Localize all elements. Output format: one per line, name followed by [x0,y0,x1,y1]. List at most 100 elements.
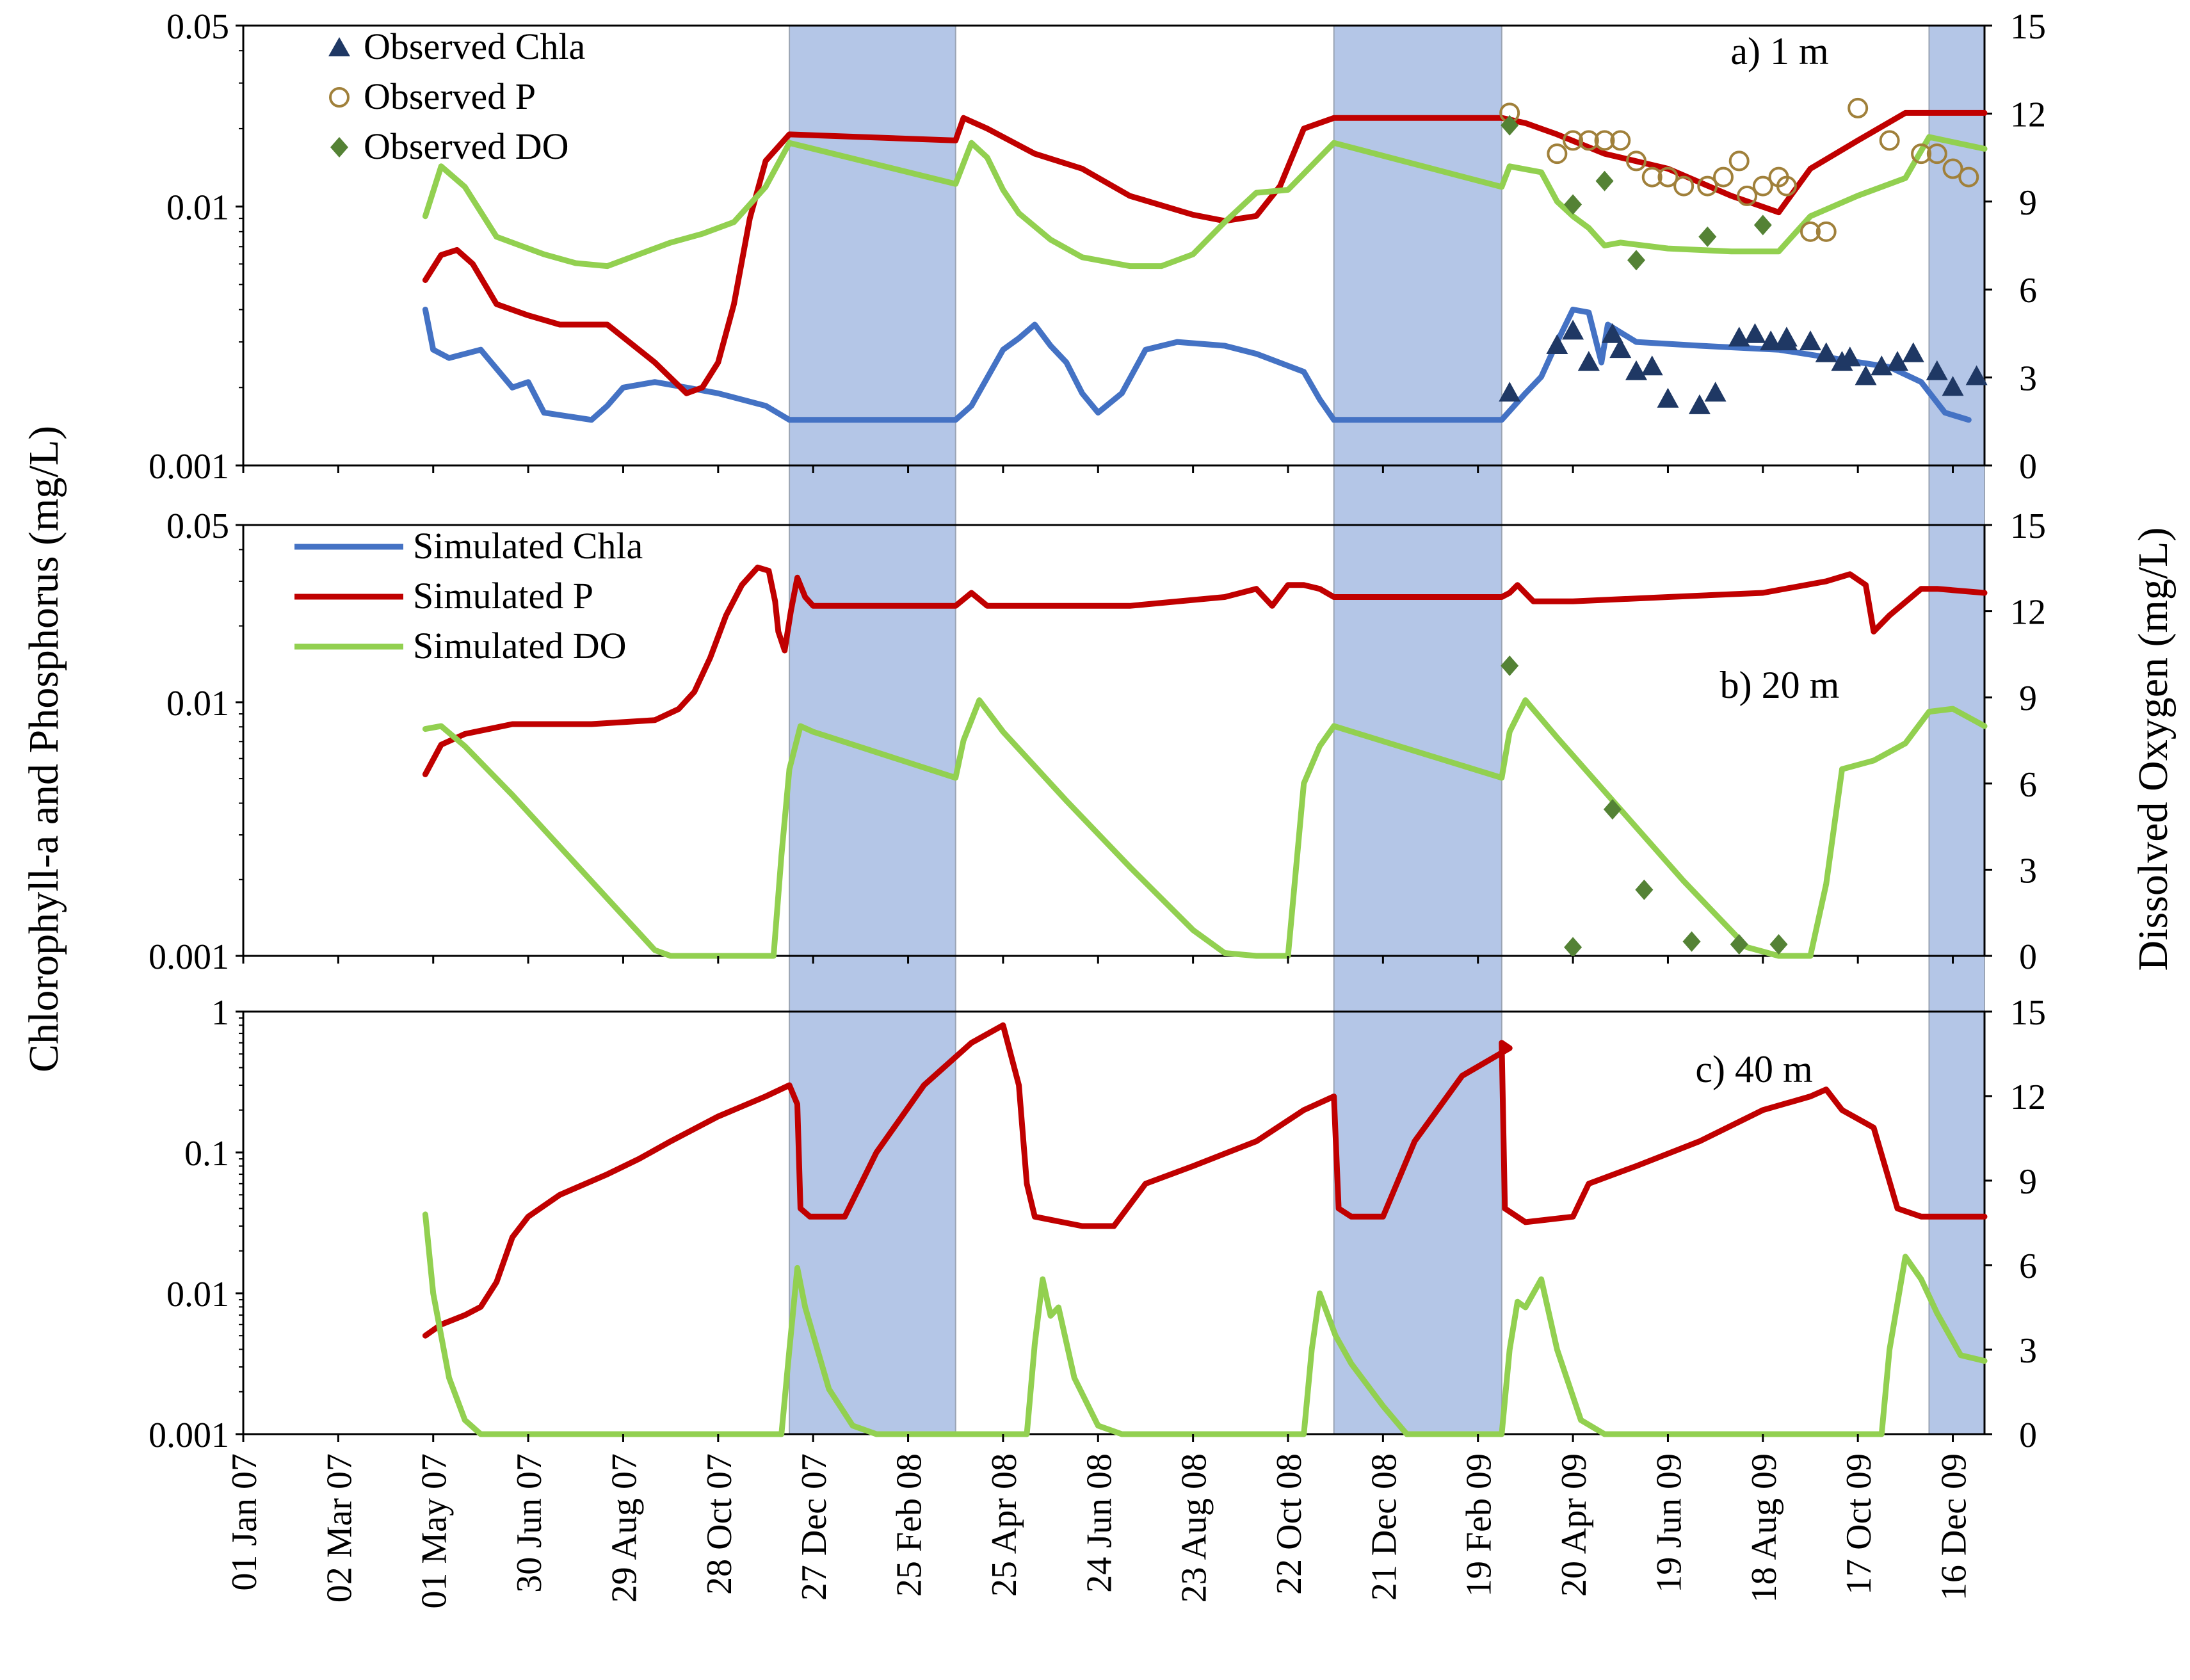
point-observed-chla [1800,330,1821,351]
x-tick-label: 25 Apr 08 [985,1453,1024,1597]
point-observed-p [1911,143,1932,165]
panel-label: a) 1 m [1730,30,1828,72]
point-observed-p [1547,143,1568,165]
legend-simulated-do-label: Simulated DO [413,625,626,666]
point-observed-chla [1704,382,1727,402]
legend-observed-do-label: Observed DO [364,125,569,167]
panel-2: 0.05 0.01 0.001 15 12 9 6 3 0 b) 20 m Simulated Ch… [149,506,2046,977]
y-right-tick-label: 15 [2010,7,2046,47]
legend-simulated-chla-label: Simulated Chla [413,525,643,567]
point-observed-p [1657,166,1679,188]
x-tick-label: 19 Feb 09 [1460,1453,1499,1597]
point-observed-chla [1625,360,1647,380]
legend-simulated-p-label: Simulated P [413,575,593,617]
point-observed-p [1641,166,1663,188]
y-left-tick-label: 0.01 [166,684,229,723]
x-tick-label: 30 Jun 07 [510,1453,549,1593]
point-observed-do [1753,214,1772,236]
y-left-tick-label: 0.001 [149,937,229,977]
chart-panels: 0.05 0.01 0.001 15 12 9 6 3 0 a) 1 m Observed Chla… [149,7,2046,1455]
point-observed-chla [1562,319,1584,340]
y-left-tick-label: 0.05 [166,506,229,546]
ice-period-1 [1333,25,1502,1435]
y-left-tick-label: 0.001 [149,447,229,487]
point-observed-do [1595,170,1614,191]
series-simulated-p [422,109,1988,396]
y-left-tick-label: 0.1 [184,1134,229,1174]
y-right-tick-label: 0 [2019,1416,2037,1455]
point-observed-chla [1546,334,1568,355]
series-simulated-p [422,1022,1988,1339]
y-right-tick-label: 3 [2019,1331,2037,1371]
panel-label: c) 40 m [1695,1048,1812,1090]
point-observed-p [1752,175,1773,197]
legend-observed-p-label: Observed P [364,76,536,117]
point-observed-do [1698,226,1717,247]
x-tick-label: 18 Aug 09 [1744,1453,1784,1603]
panel-3: 1 0.1 0.01 0.001 15 12 9 6 3 0 c) 40 m [149,993,2046,1455]
point-observed-chla [1728,327,1750,347]
x-tick-label: 27 Dec 07 [794,1453,834,1601]
legend-observed-p-marker [329,87,350,108]
y-left-tick-label: 1 [211,993,229,1033]
y-right-tick-label: 12 [2010,593,2046,633]
y-right-tick-label: 12 [2010,95,2046,134]
y-right-tick-label: 6 [2019,271,2037,311]
y-right-tick-label: 9 [2019,1162,2037,1202]
x-tick-label: 02 Mar 07 [319,1453,359,1603]
legend-observed-chla-marker [328,37,350,56]
y-right-tick-label: 12 [2010,1078,2046,1117]
x-tick-label: 01 Jan 07 [225,1453,264,1591]
point-observed-do [1564,194,1582,215]
x-tick-label: 17 Oct 09 [1839,1453,1879,1595]
series-simulated-chla [422,307,1972,423]
point-observed-chla [1775,330,1798,351]
axis-labels: Chlorophyll-a and Phosphorus (mg/L) Diss… [20,426,2177,1072]
series-simulated-do [422,134,1988,270]
point-observed-do [1603,799,1622,820]
y-right-tick-label: 0 [2019,937,2037,977]
point-observed-chla [1926,360,1948,380]
ice-period-2 [1928,25,1986,1435]
point-observed-do [1501,115,1519,136]
point-observed-do [1769,934,1788,955]
y-right-tick-label: 6 [2019,1247,2037,1286]
x-tick-label: 29 Aug 07 [604,1453,644,1603]
y-axis-right-label: Dissolved Oxygen (mg/L) [2130,528,2177,971]
y-left-tick-label: 0.001 [149,1416,229,1455]
point-observed-chla [1839,346,1861,367]
point-observed-p [1737,185,1758,206]
y-right-tick-label: 9 [2019,183,2037,223]
point-observed-p [1958,166,1979,188]
x-tick-label: 19 Jun 09 [1649,1453,1689,1593]
legend-observed-do-marker [330,137,348,158]
legend-observed-chla-label: Observed Chla [364,26,585,67]
y-right-tick-label: 15 [2010,506,2046,546]
x-tick-label: 28 Oct 07 [700,1453,739,1595]
point-observed-chla [1609,338,1632,359]
y-left-tick-label: 0.05 [166,7,229,47]
point-observed-chla [1942,376,1964,396]
point-observed-p [1776,175,1797,197]
point-observed-p [1728,150,1750,172]
x-tick-label: 20 Apr 09 [1554,1453,1594,1597]
point-observed-chla [1688,394,1711,414]
point-observed-chla [1577,351,1600,371]
y-axis-left-label: Chlorophyll-a and Phosphorus (mg/L) [20,426,67,1072]
point-observed-p [1563,130,1584,151]
point-observed-p [1594,130,1615,151]
y-right-tick-label: 0 [2019,447,2037,487]
series-simulated-do [422,697,1988,959]
series-simulated-p [422,564,1988,777]
x-tick-label: 24 Jun 08 [1079,1453,1119,1593]
ice-period-0 [789,25,956,1435]
x-tick-label: 01 May 07 [415,1453,455,1609]
point-observed-chla [1855,365,1877,385]
point-observed-p [1713,166,1734,188]
point-observed-p [1942,158,1963,179]
y-right-tick-label: 15 [2010,993,2046,1033]
point-observed-p [1673,175,1695,197]
point-observed-p [1926,143,1947,165]
point-observed-p [1848,97,1869,118]
